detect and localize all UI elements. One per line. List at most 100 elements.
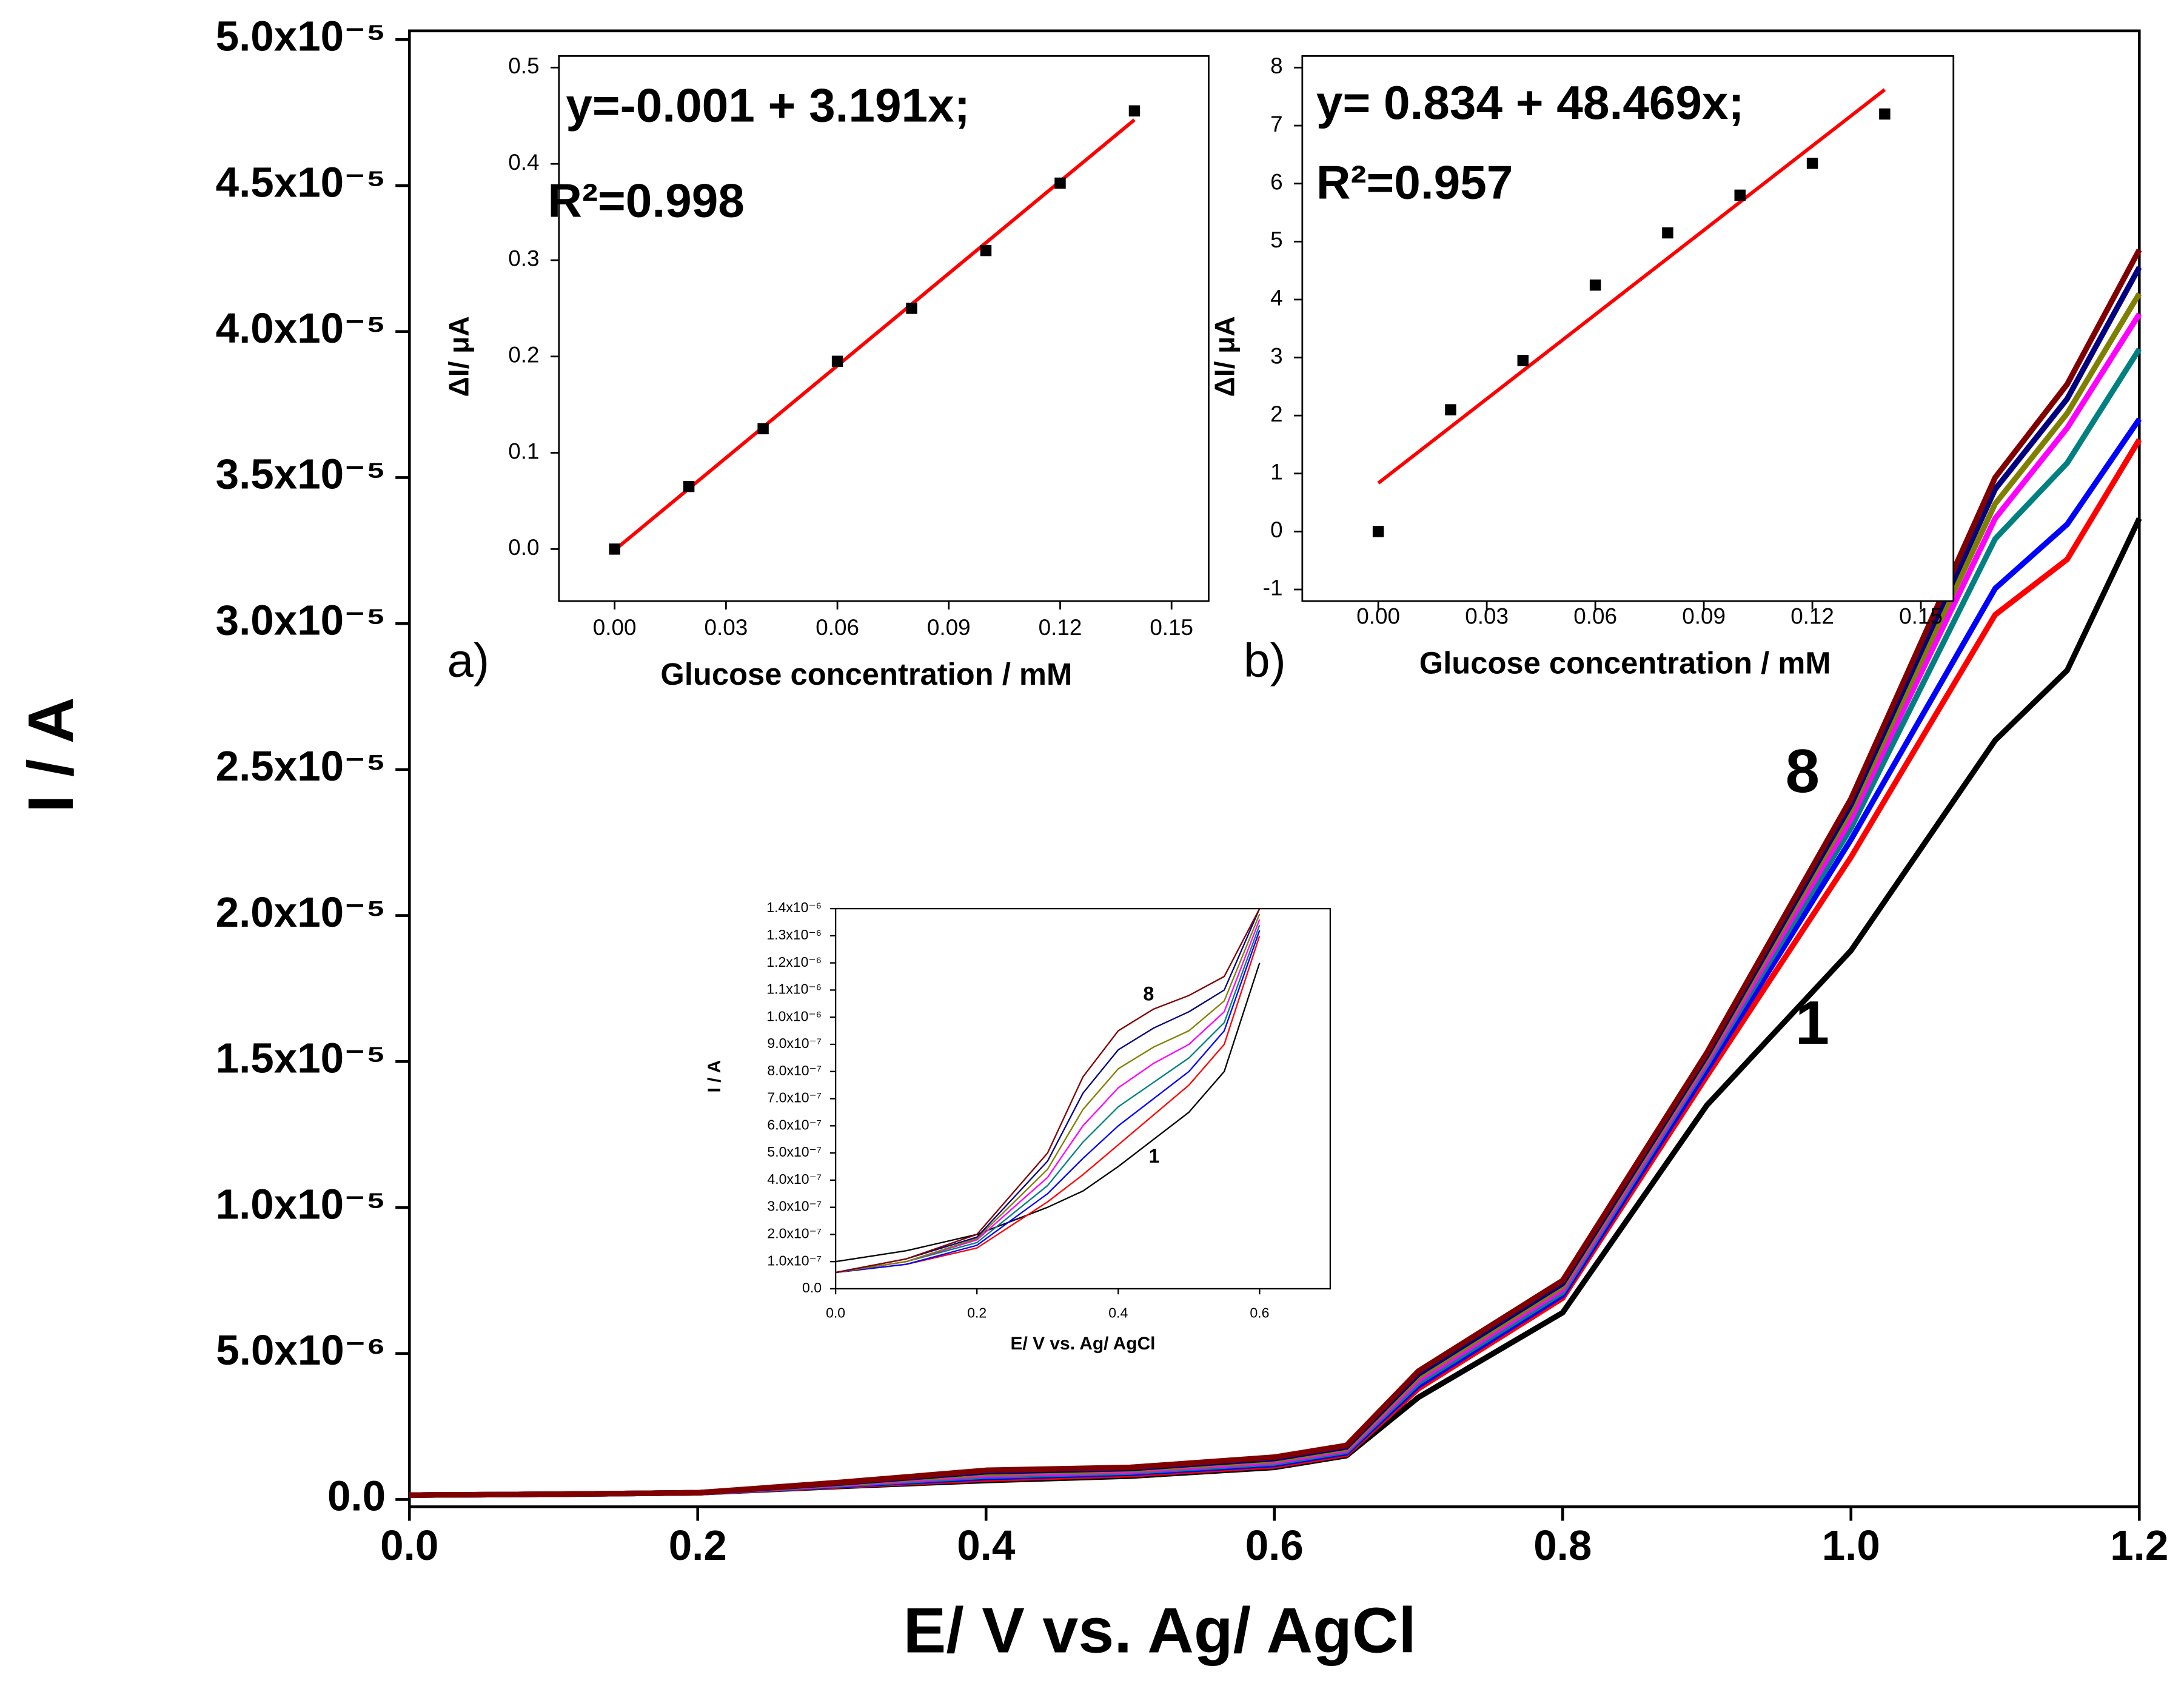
y-tick-label: 3.0x10⁻⁵: [216, 596, 386, 643]
data-point: [609, 543, 620, 555]
y-tick-label: 1.2x10⁻⁶: [766, 954, 822, 970]
x-tick-label: 0.0: [826, 1305, 845, 1321]
x-tick-label: 0.00: [593, 615, 637, 640]
curve: [835, 935, 1261, 1274]
x-tick-label: 0.4: [957, 1522, 1016, 1569]
plot-frame: [834, 907, 1332, 1290]
x-tick-label: 0.03: [1465, 604, 1509, 629]
y-tick-label: 3.0x10⁻⁷: [767, 1198, 822, 1214]
x-tick-label: 0.2: [669, 1522, 727, 1569]
data-point: [1054, 177, 1066, 189]
curve-label: 1: [1149, 1145, 1160, 1167]
x-axis-title: E/ V vs. Ag/ AgCl: [903, 1594, 1416, 1666]
data-point: [1662, 227, 1673, 239]
panel-label: a): [447, 634, 489, 687]
y-tick-label: 1.3x10⁻⁶: [766, 927, 822, 942]
x-tick-label: 0.06: [816, 615, 859, 640]
y-tick-label: 7: [1270, 112, 1283, 136]
y-tick-label: 3: [1270, 343, 1283, 368]
y-tick-label: 1.0x10⁻⁶: [766, 1008, 822, 1024]
y-tick-label: 7.0x10⁻⁷: [767, 1090, 822, 1106]
y-tick-label: 1.5x10⁻⁵: [216, 1035, 386, 1082]
y-tick-label: 1.0x10⁻⁷: [767, 1252, 822, 1268]
data-point: [1517, 355, 1529, 366]
y-tick-label: 1: [1270, 460, 1283, 485]
y-tick-label: 1.4x10⁻⁶: [766, 899, 822, 915]
y-tick-label: -1: [1263, 576, 1283, 600]
fit-line: [613, 118, 1136, 552]
y-tick-label: 0.1: [508, 438, 539, 463]
data-point: [1734, 189, 1746, 201]
y-tick-label: 0.0: [802, 1280, 822, 1295]
y-tick-label: 9.0x10⁻⁷: [767, 1035, 822, 1051]
y-tick-label: 0.4: [508, 150, 539, 175]
y-tick-label: 6.0x10⁻⁷: [767, 1117, 822, 1132]
y-tick-label: 5.0x10⁻⁷: [767, 1144, 822, 1160]
y-axis-title: ΔI/ μA: [443, 316, 475, 397]
y-tick-label: 5.0x10⁻⁵: [216, 13, 386, 60]
y-tick-label: 0.0: [327, 1473, 386, 1520]
y-tick-label: 5: [1270, 227, 1283, 252]
x-tick-label: 0.15: [1899, 604, 1943, 629]
x-tick-label: 0.6: [1250, 1305, 1269, 1321]
plot-frame: [1301, 55, 1955, 602]
x-tick-label: 0.00: [1356, 604, 1400, 629]
y-tick-label: 8: [1270, 53, 1283, 78]
x-tick-label: 0.06: [1573, 604, 1617, 629]
x-axis-title: Glucose concentration / mM: [660, 657, 1072, 691]
y-tick-label: 2.5x10⁻⁵: [216, 742, 386, 790]
x-tick-label: 0.09: [927, 615, 971, 640]
curve: [835, 913, 1261, 1274]
curve: [835, 908, 1261, 1274]
fit-line: [1377, 88, 1886, 485]
y-tick-label: 1.0x10⁻⁵: [216, 1180, 386, 1228]
y-tick-label: 6: [1270, 169, 1283, 194]
y-tick-label: 4.0x10⁻⁷: [767, 1171, 822, 1187]
data-point: [1128, 105, 1141, 117]
r-squared: R²=0.998: [548, 173, 744, 227]
y-tick-label: 2: [1270, 401, 1283, 426]
x-tick-label: 0.09: [1682, 604, 1726, 629]
curve: [835, 924, 1261, 1274]
y-axis-title: ΔI/ μA: [1209, 316, 1241, 397]
data-point: [1879, 108, 1891, 120]
data-point: [683, 480, 695, 492]
curve-label: 8: [1143, 983, 1154, 1005]
fit-equation: y= 0.834 + 48.469x;: [1316, 76, 1744, 129]
x-tick-label: 1.2: [2110, 1522, 2168, 1569]
data-point: [1372, 526, 1384, 537]
panel-label: b): [1244, 634, 1286, 687]
data-point: [831, 355, 843, 367]
x-tick-label: 0.0: [380, 1522, 438, 1569]
data-point: [1589, 279, 1601, 291]
data-point: [1445, 404, 1456, 415]
y-tick-label: 2.0x10⁻⁵: [216, 889, 386, 936]
fit-equation: y=-0.001 + 3.191x;: [566, 79, 970, 132]
y-tick-label: 0.0: [508, 535, 539, 560]
r-squared: R²=0.957: [1316, 155, 1513, 209]
y-tick-label: 8.0x10⁻⁷: [767, 1063, 822, 1078]
x-tick-label: 0.6: [1245, 1522, 1304, 1569]
x-tick-label: 0.2: [967, 1305, 986, 1321]
y-tick-label: 1.1x10⁻⁶: [766, 981, 822, 997]
y-tick-label: 0.2: [508, 343, 539, 368]
curve-label: 8: [1786, 737, 1820, 805]
x-tick-label: 0.12: [1039, 615, 1082, 640]
data-point: [980, 244, 992, 257]
x-tick-label: 0.4: [1108, 1305, 1128, 1321]
y-tick-label: 3.5x10⁻⁵: [216, 451, 386, 498]
x-axis-title: E/ V vs. Ag/ AgCl: [1011, 1334, 1156, 1354]
y-tick-label: 5.0x10⁻⁶: [216, 1326, 386, 1374]
curve: [835, 908, 1261, 1274]
curve-label: 1: [1795, 989, 1829, 1057]
y-axis-title: I / A: [15, 697, 87, 812]
x-axis-title: Glucose concentration / mM: [1419, 646, 1831, 680]
y-tick-label: 4: [1270, 286, 1283, 311]
y-tick-label: 0.3: [508, 246, 539, 271]
x-tick-label: 1.0: [1822, 1522, 1880, 1569]
data-point: [906, 303, 917, 314]
x-tick-label: 0.8: [1533, 1522, 1592, 1569]
x-tick-label: 0.15: [1150, 615, 1193, 640]
